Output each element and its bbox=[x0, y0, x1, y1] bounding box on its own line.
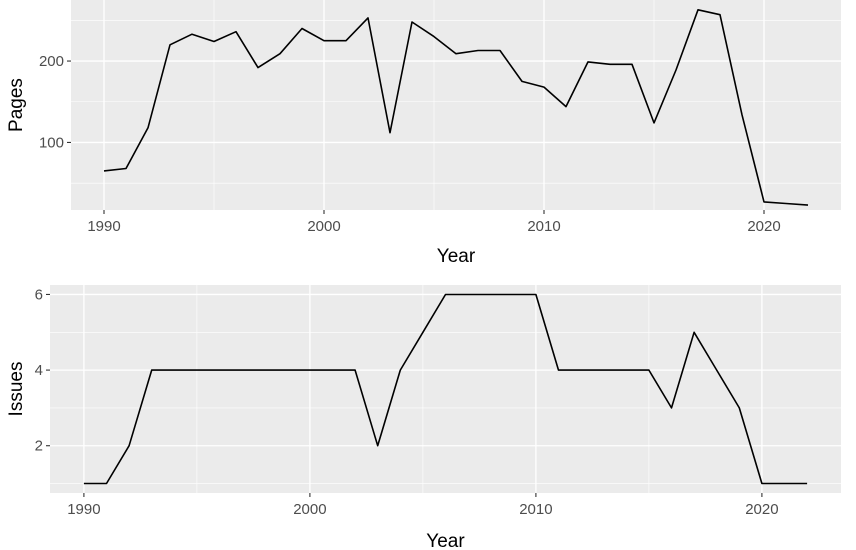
issues-series-line bbox=[83, 293, 808, 485]
pages-x-axis-title: Year bbox=[437, 246, 476, 267]
pages-x-tick-label: 2010 bbox=[527, 218, 560, 235]
pages-chart-panel: 1990 2000 2010 2020 100 200 Year Pages bbox=[6, 0, 841, 267]
issues-x-axis-title: Year bbox=[426, 531, 465, 550]
pages-series-line bbox=[103, 9, 809, 206]
issues-x-tick-label: 2000 bbox=[293, 501, 326, 518]
pages-y-tick-label: 200 bbox=[39, 53, 64, 70]
pages-plot-background bbox=[71, 0, 841, 210]
pages-y-tick-label: 100 bbox=[39, 134, 64, 151]
issues-y-tick-label: 4 bbox=[35, 362, 43, 379]
issues-x-tick-label: 2020 bbox=[745, 501, 778, 518]
issues-x-tick-label: 2010 bbox=[519, 501, 552, 518]
issues-y-axis-title: Issues bbox=[6, 362, 27, 417]
issues-chart-panel: 1990 2000 2010 2020 2 4 6 Year Issues bbox=[6, 285, 841, 550]
issues-y-tick-label: 6 bbox=[35, 286, 43, 303]
issues-x-tick-label: 1990 bbox=[67, 501, 100, 518]
issues-plot-background bbox=[50, 285, 841, 493]
pages-x-tick-label: 2020 bbox=[747, 218, 780, 235]
pages-y-axis-title: Pages bbox=[6, 78, 27, 132]
pages-x-tick-label: 2000 bbox=[307, 218, 340, 235]
issues-y-tick-label: 2 bbox=[35, 438, 43, 455]
pages-x-tick-label: 1990 bbox=[87, 218, 120, 235]
